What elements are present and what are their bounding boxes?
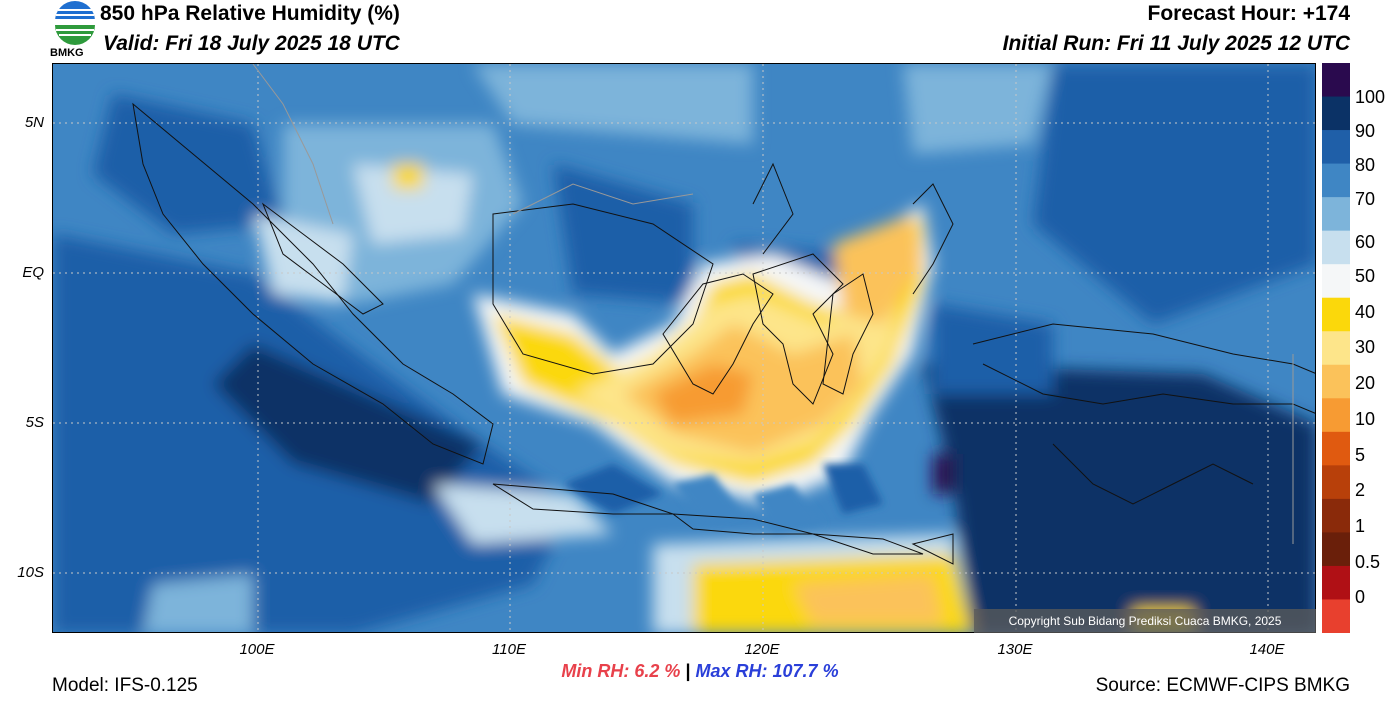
colorbar-swatch xyxy=(1322,197,1350,232)
colorbar-label: 50 xyxy=(1355,266,1376,286)
colorbar-label: 90 xyxy=(1355,121,1376,141)
copyright-notice: Copyright Sub Bidang Prediksi Cuaca BMKG… xyxy=(974,609,1316,633)
lon-label-100e: 100E xyxy=(239,641,275,658)
min-rh: Min RH: 6.2 % xyxy=(561,661,681,681)
colorbar-label: 10 xyxy=(1355,409,1376,429)
colorbar-swatch xyxy=(1322,565,1350,600)
lon-label-120e: 120E xyxy=(744,641,780,658)
colorbar-swatch xyxy=(1322,63,1350,98)
colorbar-label: 5 xyxy=(1355,445,1366,465)
model-label: Model: IFS-0.125 xyxy=(52,675,198,696)
forecast-hour: Forecast Hour: +174 xyxy=(1147,2,1351,25)
colorbar-label: 20 xyxy=(1355,373,1376,393)
colorbar-swatch xyxy=(1322,364,1350,399)
colorbar-label: 60 xyxy=(1355,232,1376,252)
colorbar-swatch xyxy=(1322,163,1350,198)
colorbar-label: 0 xyxy=(1355,587,1366,607)
rh-stats: Min RH: 6.2 % | Max RH: 107.7 % xyxy=(0,661,1400,682)
colorbar-label: 0.5 xyxy=(1355,552,1381,572)
colorbar-swatch xyxy=(1322,96,1350,131)
lon-label-140e: 140E xyxy=(1249,641,1285,658)
humidity-map xyxy=(52,63,1316,633)
lat-label-5n: 5N xyxy=(24,114,44,131)
max-rh: Max RH: 107.7 % xyxy=(695,661,839,681)
lon-label-110e: 110E xyxy=(492,641,526,658)
colorbar-label: 2 xyxy=(1355,480,1366,500)
colorbar-label: 80 xyxy=(1355,155,1376,175)
lat-label-10s: 10S xyxy=(17,564,44,581)
colorbar-swatch xyxy=(1322,465,1350,500)
colorbar-swatch xyxy=(1322,297,1350,332)
colorbar-swatches xyxy=(1322,63,1350,634)
stats-separator: | xyxy=(685,661,691,681)
colorbar-label: 1 xyxy=(1355,516,1366,536)
colorbar-swatch xyxy=(1322,532,1350,567)
bmkg-logo xyxy=(52,1,98,59)
humidity-field xyxy=(53,64,1315,632)
colorbar-label: 100 xyxy=(1355,87,1386,107)
colorbar-swatch xyxy=(1322,431,1350,466)
colorbar-swatch xyxy=(1322,331,1350,366)
colorbar-swatch xyxy=(1322,498,1350,533)
valid-time: Valid: Fri 18 July 2025 18 UTC xyxy=(103,32,400,55)
colorbar xyxy=(1322,63,1350,634)
lon-label-130e: 130E xyxy=(997,641,1033,658)
colorbar-swatch xyxy=(1322,398,1350,433)
lat-label-eq: EQ xyxy=(22,264,44,281)
colorbar-label: 30 xyxy=(1355,337,1376,357)
logo-text: BMKG xyxy=(50,47,84,59)
bmkg-logo-icon xyxy=(55,1,95,45)
chart-title: 850 hPa Relative Humidity (%) xyxy=(100,2,400,25)
colorbar-label: 40 xyxy=(1355,302,1376,322)
source-label: Source: ECMWF-CIPS BMKG xyxy=(1095,675,1350,696)
colorbar-label: 70 xyxy=(1355,189,1376,209)
colorbar-swatch xyxy=(1322,264,1350,299)
colorbar-swatch xyxy=(1322,130,1350,165)
lat-label-5s: 5S xyxy=(25,414,44,431)
initial-run: Initial Run: Fri 11 July 2025 12 UTC xyxy=(1002,32,1350,55)
colorbar-swatch xyxy=(1322,230,1350,265)
colorbar-swatch xyxy=(1322,599,1350,634)
